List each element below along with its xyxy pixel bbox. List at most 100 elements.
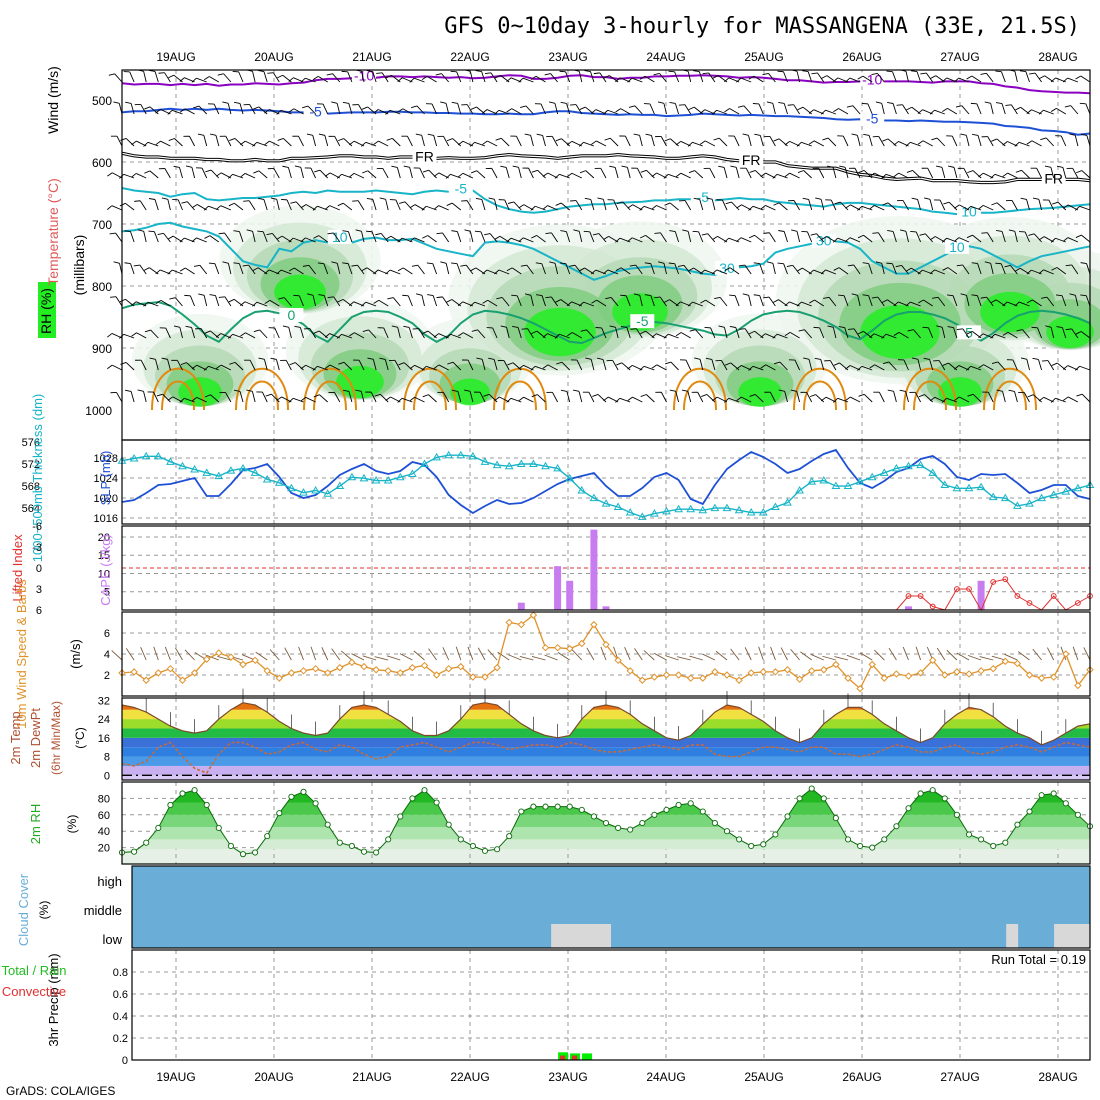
- wind-barb-flag: [651, 364, 658, 369]
- wind-barb-flag: [838, 294, 845, 297]
- wind-barb: [492, 327, 498, 339]
- thickness-point: [795, 485, 804, 494]
- wind-barb-flag: [386, 137, 393, 141]
- wind-barb: [317, 205, 328, 211]
- wind-barb: [590, 199, 595, 211]
- wind-barb-flag: [984, 101, 991, 104]
- wind-barb-flag: [665, 361, 672, 365]
- wind-barb: [357, 200, 365, 211]
- wind-barb: [198, 105, 208, 115]
- thickness-point: [468, 451, 478, 460]
- rh-point: [1074, 811, 1081, 818]
- wind-barb-flag: [385, 74, 392, 79]
- wind-barb: [140, 360, 147, 371]
- wind-barb-flag: [1028, 233, 1035, 236]
- wind-barb: [837, 397, 849, 403]
- wind-barb-flag: [313, 330, 320, 334]
- wind-barb: [541, 263, 546, 275]
- chart-title: GFS 0~10day 3-hourly for MASSANGENA (33E…: [444, 14, 1080, 39]
- wind-barb-flag: [399, 201, 406, 204]
- wind-barb-flag: [411, 105, 418, 109]
- wind-barb: [937, 296, 946, 307]
- bottom-day-label: 21AUG: [352, 1070, 391, 1084]
- wind-barb-flag: [451, 389, 458, 392]
- wind-barb-flag: [796, 267, 803, 272]
- wind-barb-flag: [584, 197, 591, 200]
- wind-barb: [445, 263, 450, 275]
- wind-barb: [276, 199, 280, 211]
- rh-point: [288, 793, 295, 800]
- rh-tick-label: 40: [98, 826, 110, 838]
- wind-barb-flag: [1027, 394, 1034, 398]
- wind-barb: [1055, 397, 1066, 403]
- wind-barb-flag: [584, 70, 591, 72]
- rh-point: [760, 841, 767, 848]
- wind-barb: [1014, 231, 1018, 243]
- thickness-point: [1013, 501, 1022, 509]
- top-day-label: 19AUG: [156, 50, 195, 64]
- wind-barb: [167, 199, 171, 211]
- wind-barb-flag: [630, 328, 637, 330]
- wind-barb: [924, 394, 934, 403]
- thickness-tick-label: 576: [22, 437, 40, 449]
- wind-barb-flag: [869, 364, 875, 369]
- wind-barb: [609, 137, 619, 147]
- low-cloud-gap: [551, 924, 611, 948]
- wind-barb: [452, 138, 462, 147]
- wind-barb-flag: [633, 133, 640, 136]
- wind-barb: [256, 301, 268, 307]
- wind-barb: [901, 265, 909, 275]
- rh-point: [131, 848, 138, 855]
- wind-barb-flag: [512, 165, 519, 168]
- wind-barb-flag: [1050, 237, 1056, 243]
- wind-barb: [645, 235, 655, 243]
- wind-barb: [1022, 329, 1030, 339]
- wind-barb-10m: [634, 648, 643, 661]
- wind-barb-flag: [942, 108, 948, 113]
- wind-barb-flag: [446, 202, 453, 206]
- wind-barb-flag: [167, 109, 173, 115]
- wind-barb: [280, 269, 292, 275]
- wind-barb: [238, 263, 244, 275]
- wind-barb: [426, 365, 437, 371]
- wind-barb: [213, 103, 220, 115]
- wind-barb: [987, 232, 994, 243]
- wind-barb-10m: [140, 646, 147, 661]
- wind-barb-flag: [204, 394, 211, 398]
- top-day-label: 25AUG: [744, 50, 783, 64]
- wind-barb: [1080, 331, 1091, 339]
- wind-barb-flag: [451, 230, 458, 232]
- rh-point: [602, 819, 610, 827]
- wind-barb-flag: [300, 77, 306, 83]
- wind-barb: [808, 199, 813, 211]
- thickness-point: [1061, 487, 1071, 495]
- wind-barb-flag: [555, 299, 562, 303]
- rh-point: [167, 801, 174, 809]
- rh-label: RH (%): [38, 288, 54, 334]
- wind-barb: [922, 140, 933, 147]
- wind-barb: [783, 263, 788, 275]
- wind-barb: [619, 397, 631, 403]
- wind-speed-point: [178, 676, 187, 684]
- wind-barb-flag: [936, 325, 943, 328]
- wind-barb-flag: [1074, 205, 1080, 211]
- wind-barb-flag: [276, 269, 282, 275]
- wind-barb-flag: [518, 237, 524, 243]
- wind-barb-flag: [639, 205, 645, 211]
- wind-barb: [856, 135, 861, 147]
- wind-barb: [990, 263, 994, 275]
- wind-barb-flag: [991, 138, 998, 142]
- wind-barb-flag: [675, 332, 682, 337]
- wind-barb-flag: [725, 201, 732, 205]
- rh-point: [191, 787, 198, 794]
- wind-barb: [1071, 328, 1079, 339]
- wind-barb-flag: [229, 138, 236, 141]
- wind-barb-flag: [435, 73, 442, 76]
- thickness-point: [771, 502, 780, 510]
- wind-barb: [125, 202, 135, 211]
- wind-barb: [442, 296, 450, 307]
- contour-label: 30: [816, 233, 832, 249]
- wind-barb: [927, 168, 934, 179]
- cape-tick-label: 20: [98, 532, 110, 544]
- wind-barb-flag: [1016, 329, 1023, 332]
